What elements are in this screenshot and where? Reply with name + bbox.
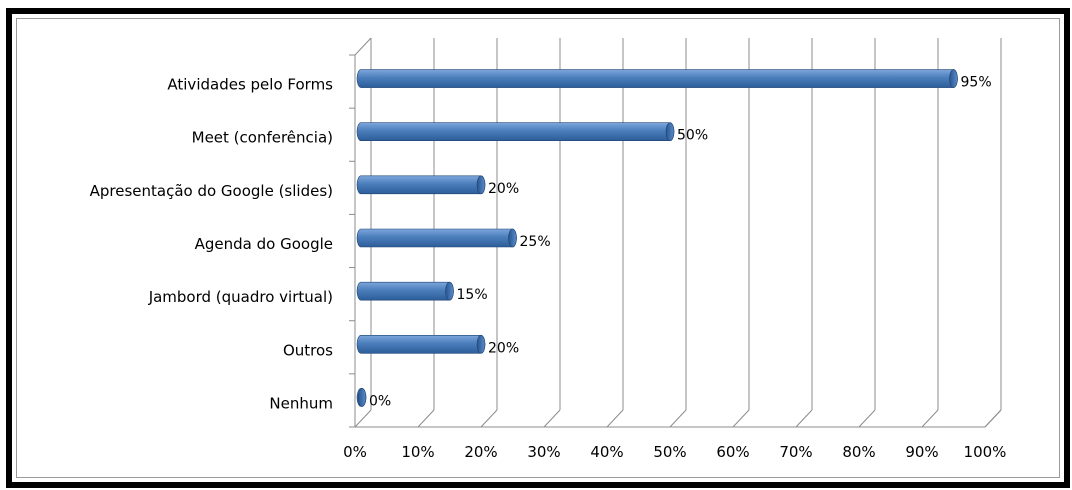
category-label: Outros	[283, 341, 333, 359]
floor-gridline	[543, 409, 561, 428]
bar-cap	[445, 281, 454, 301]
bar	[356, 281, 454, 301]
category-label: Agenda do Google	[195, 235, 333, 253]
labels: 0% 10% 20% 30% 40% 50% 60% 70% 80% 90% 100% Ativida…	[90, 75, 1007, 461]
x-tick-label: 30%	[527, 443, 560, 461]
data-label: 20%	[488, 181, 519, 197]
category-label: Nenhum	[269, 394, 333, 412]
data-label: 25%	[520, 234, 551, 250]
floor-gridline	[606, 409, 624, 428]
bar	[356, 175, 486, 195]
floor-gridline	[480, 409, 498, 428]
axes	[349, 37, 1002, 428]
data-label: 95%	[961, 75, 992, 91]
chart-area-border	[16, 18, 1060, 478]
floor-gridline	[669, 409, 687, 428]
x-tick-label: 60%	[716, 443, 749, 461]
x-tick-label: 40%	[590, 443, 623, 461]
x-tick-label: 80%	[842, 443, 875, 461]
bar	[356, 228, 517, 248]
data-label: 50%	[677, 128, 708, 144]
x-tick-label: 20%	[464, 443, 497, 461]
data-label: 15%	[457, 287, 488, 303]
gridlines	[354, 38, 1002, 428]
floor-gridline	[732, 409, 750, 428]
x-tick-label: 50%	[653, 443, 686, 461]
bar	[356, 334, 486, 354]
floor-gridline	[795, 409, 813, 428]
floor-edge	[984, 409, 1002, 428]
data-label: 20%	[488, 340, 519, 356]
x-tick-label: 70%	[779, 443, 812, 461]
x-tick-label: 0%	[343, 443, 367, 461]
bar	[356, 122, 675, 142]
category-label: Jambord (quadro virtual)	[148, 288, 333, 306]
bar-cap	[476, 334, 486, 354]
bar-cap	[508, 228, 517, 248]
bar-cap	[949, 69, 958, 88]
wall-edge	[354, 37, 372, 56]
category-label: Apresentação do Google (slides)	[90, 182, 333, 200]
x-tick-label: 90%	[905, 443, 938, 461]
data-label: 0%	[369, 393, 391, 409]
category-label: Atividades pelo Forms	[167, 76, 333, 94]
category-label: Meet (conferência)	[192, 129, 333, 147]
floor-gridline	[417, 409, 435, 428]
bars	[356, 69, 958, 407]
floor-gridline	[921, 409, 939, 428]
bar-cap	[476, 175, 486, 195]
floor-gridline	[858, 409, 876, 428]
bar	[356, 69, 958, 88]
bar-cap	[665, 122, 675, 142]
floor-gridline	[354, 409, 372, 428]
bar-cap	[357, 388, 367, 407]
x-tick-label: 10%	[401, 443, 434, 461]
chart-frame	[6, 8, 1070, 488]
x-tick-label: 100%	[964, 443, 1007, 461]
